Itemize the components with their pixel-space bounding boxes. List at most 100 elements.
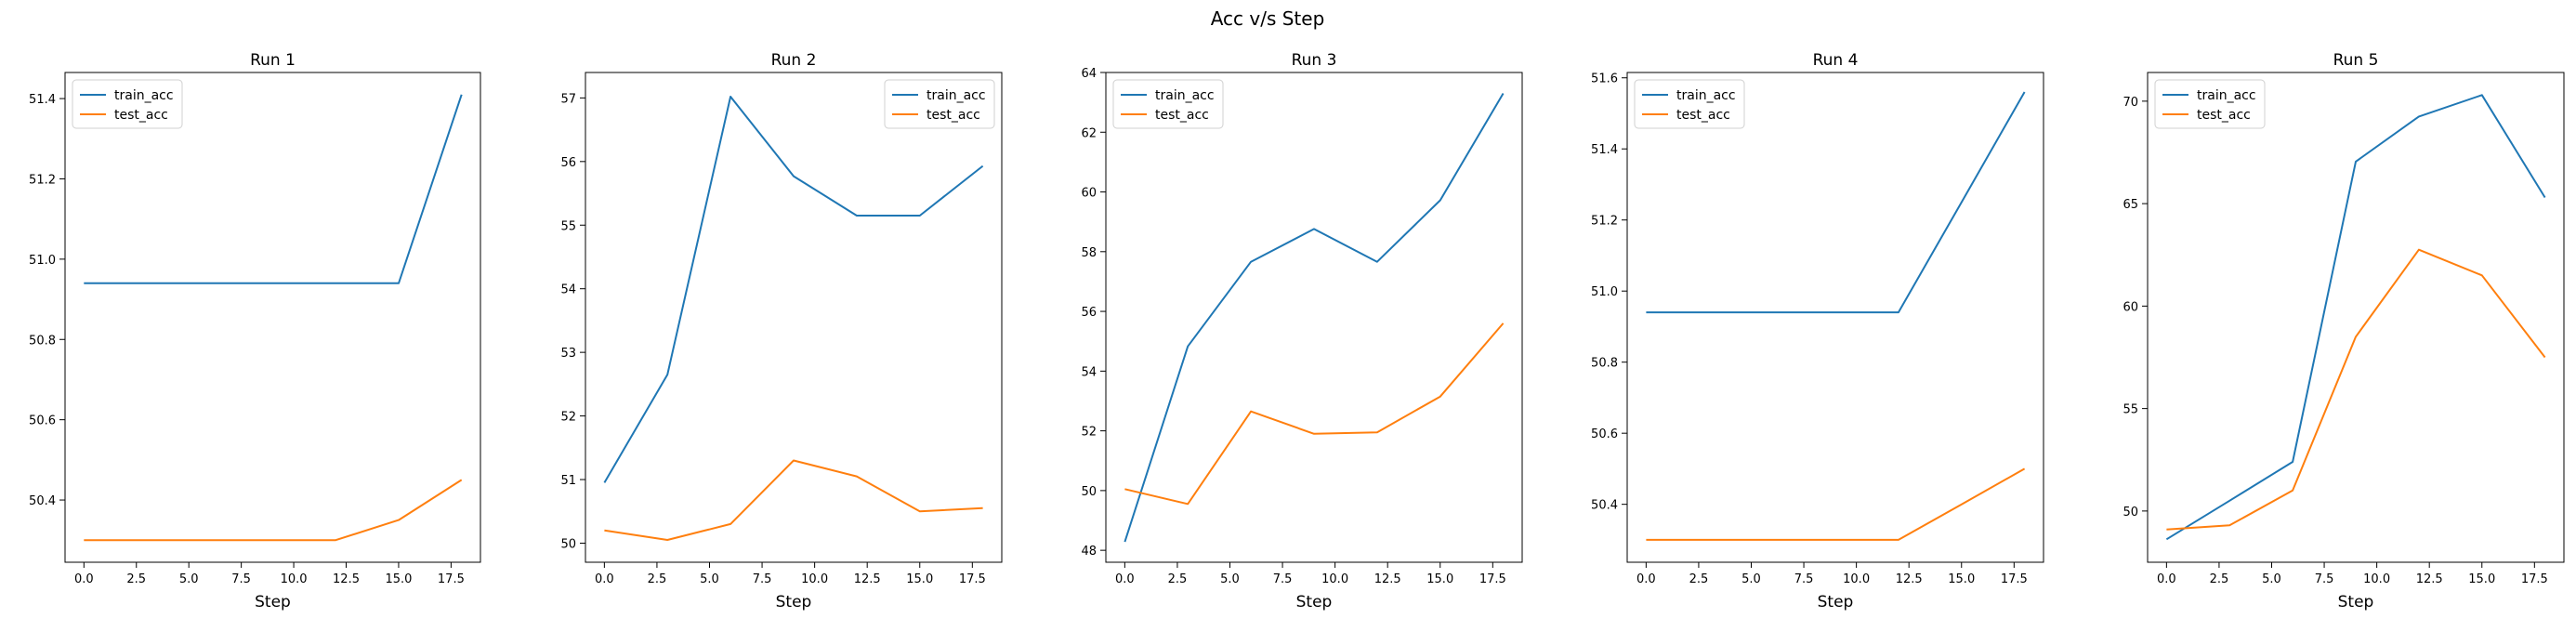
y-tick-label: 51.0 [1591,285,1618,299]
y-tick-label: 50 [560,537,576,551]
y-tick-label: 51.2 [29,173,56,187]
axes-frame [1626,72,2044,563]
series-line-test-acc [1646,467,2026,541]
legend-label: train_acc [2197,88,2256,103]
x-tick-label: 7.5 [1794,572,1814,586]
x-tick-label: 0.0 [595,572,614,586]
y-tick-label: 50 [1081,485,1097,499]
y-tick-label: 55 [560,219,576,233]
y-tick-label: 51.4 [29,93,56,107]
x-tick-label: 5.0 [1220,572,1240,586]
legend: train_acc test_acc [72,79,183,129]
y-tick-label: 51.4 [1591,143,1618,157]
legend-label: train_acc [114,88,174,103]
y-tick-label: 57 [560,92,576,106]
x-tick-label: 2.5 [1168,572,1188,586]
x-tick-label: 15.0 [1948,572,1975,586]
x-tick-label: 17.5 [2001,572,2028,586]
x-axis-label: Step [776,593,812,611]
subplot-run-2: Run 2 0.0 2.5 5.0 7.5 10.0 12.5 15.0 17.5 50 51 52 5… [560,51,1003,611]
axes-frame [585,72,1003,563]
y-tick-label: 50.4 [29,494,56,508]
legend-box [72,79,183,129]
subplot-run-5: Run 5 0.0 2.5 5.0 7.5 10.0 12.5 15.0 17.5 50 55 60 6… [2123,51,2565,611]
series-line-test-acc [84,479,463,542]
x-tick-label: 15.0 [906,572,933,586]
y-tick-label: 51.6 [1591,72,1618,86]
subplot-run-4: Run 4 0.0 2.5 5.0 7.5 10.0 12.5 15.0 17.5 50.4 50.… [1591,51,2044,611]
x-axis-label: Step [1296,593,1333,611]
x-tick-label: 17.5 [1479,572,1506,586]
y-tick-label: 60 [1081,187,1097,201]
series-line-train-acc [1646,91,2026,314]
x-tick-label: 10.0 [281,572,308,586]
x-tick-label: 0.0 [2157,572,2176,586]
x-tick-label: 10.0 [1321,572,1348,586]
x-tick-label: 10.0 [801,572,828,586]
x-tick-label: 10.0 [1843,572,1870,586]
x-tick-label: 2.5 [648,572,667,586]
legend-box [884,79,995,129]
x-tick-label: 0.0 [1115,572,1135,586]
x-tick-label: 5.0 [2262,572,2281,586]
legend-label: train_acc [1676,88,1736,103]
legend-label: train_acc [927,88,986,103]
y-tick-label: 54 [1081,365,1097,379]
subplot-title: Run 5 [2333,51,2379,70]
y-tick-label: 70 [2123,96,2138,110]
y-tick-label: 60 [2123,300,2138,314]
x-axis-label: Step [1818,593,1854,611]
x-tick-label: 5.0 [1741,572,1761,586]
legend-box [1112,79,1224,129]
x-tick-label: 7.5 [2315,572,2334,586]
subplot-run-3: Run 3 0.0 2.5 5.0 7.5 10.0 12.5 15.0 17.5 48 50 52 5… [1081,51,1523,611]
x-tick-label: 17.5 [959,572,986,586]
legend-label: test_acc [927,108,980,123]
x-tick-label: 7.5 [231,572,251,586]
y-tick-label: 50.6 [29,414,56,428]
x-tick-label: 2.5 [1689,572,1709,586]
y-tick-label: 50 [2123,506,2138,519]
y-tick-label: 48 [1081,545,1097,559]
legend-box [1634,79,1745,129]
y-tick-label: 65 [2123,198,2138,212]
subplot-title: Run 1 [250,51,296,70]
y-tick-label: 53 [560,347,576,361]
x-tick-label: 5.0 [700,572,719,586]
x-tick-label: 15.0 [385,572,412,586]
series-line-train-acc [2165,94,2546,541]
axes-frame [2147,72,2565,563]
legend-label: test_acc [1155,108,1209,123]
series-line-test-acc [1124,322,1505,506]
legend-label: train_acc [1155,88,1215,103]
x-tick-label: 12.5 [854,572,881,586]
x-tick-label: 0.0 [1636,572,1656,586]
x-axis-label: Step [255,593,291,611]
x-tick-label: 7.5 [753,572,772,586]
y-tick-label: 52 [560,411,576,425]
y-tick-label: 51.0 [29,254,56,268]
subplot-title: Run 3 [1292,51,1337,70]
y-tick-label: 64 [1081,67,1097,81]
axes-frame [64,72,481,563]
y-tick-label: 56 [560,156,576,170]
x-tick-label: 17.5 [2521,572,2548,586]
y-tick-label: 50.8 [29,334,56,348]
y-tick-label: 55 [2123,403,2138,417]
x-tick-label: 12.5 [2416,572,2443,586]
x-tick-label: 17.5 [438,572,465,586]
y-tick-label: 50.4 [1591,499,1618,513]
legend: train_acc test_acc [1634,79,1745,129]
series-line-train-acc [84,94,463,284]
y-tick-label: 51.2 [1591,215,1618,229]
x-tick-label: 0.0 [74,572,94,586]
y-tick-label: 50.8 [1591,357,1618,371]
x-tick-label: 7.5 [1273,572,1293,586]
x-axis-label: Step [2338,593,2374,611]
legend-label: test_acc [2197,108,2251,123]
x-tick-label: 2.5 [126,572,146,586]
series-line-train-acc [1124,92,1505,543]
y-tick-label: 56 [1081,306,1097,320]
y-tick-label: 52 [1081,426,1097,440]
